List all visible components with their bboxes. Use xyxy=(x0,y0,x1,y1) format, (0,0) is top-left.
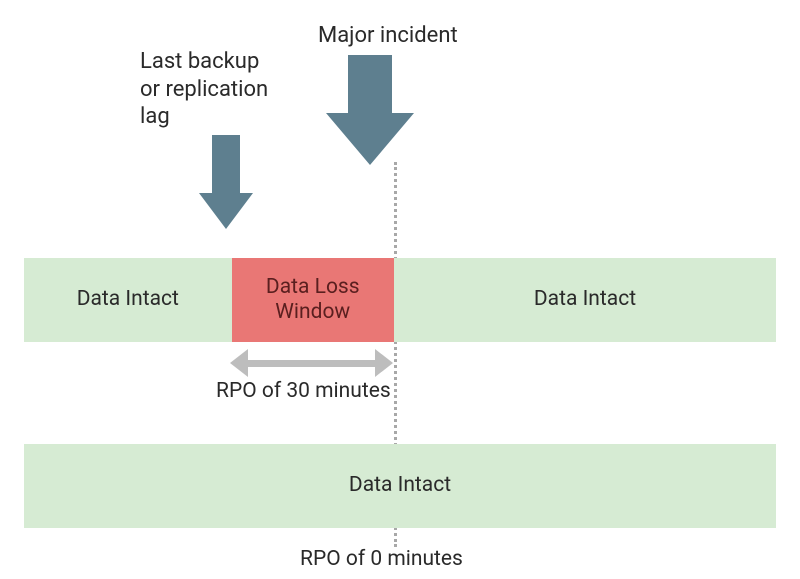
rpo0-caption: RPO of 0 minutes xyxy=(300,546,560,572)
rpo30-span-arrow xyxy=(230,349,393,377)
backup-arrow-icon xyxy=(199,135,253,229)
bar-segment: Data Intact xyxy=(24,444,776,528)
incident-label: Major incident xyxy=(318,22,518,50)
bar-segment: Data Intact xyxy=(24,258,232,342)
timeline-bar-rpo0: Data Intact xyxy=(24,444,776,528)
arrow-right-icon xyxy=(375,349,393,377)
arrow-shaft xyxy=(248,360,375,367)
timeline-bar-rpo30: Data IntactData Loss WindowData Intact xyxy=(24,258,776,342)
backup-label: Last backup or replication lag xyxy=(140,48,310,131)
rpo-diagram: Last backup or replication lag Major inc… xyxy=(0,0,800,579)
arrow-left-icon xyxy=(230,349,248,377)
bar-segment: Data Intact xyxy=(394,258,776,342)
bar-segment: Data Loss Window xyxy=(232,258,394,342)
incident-arrow-icon xyxy=(326,55,414,165)
rpo30-caption: RPO of 30 minutes xyxy=(216,378,476,404)
